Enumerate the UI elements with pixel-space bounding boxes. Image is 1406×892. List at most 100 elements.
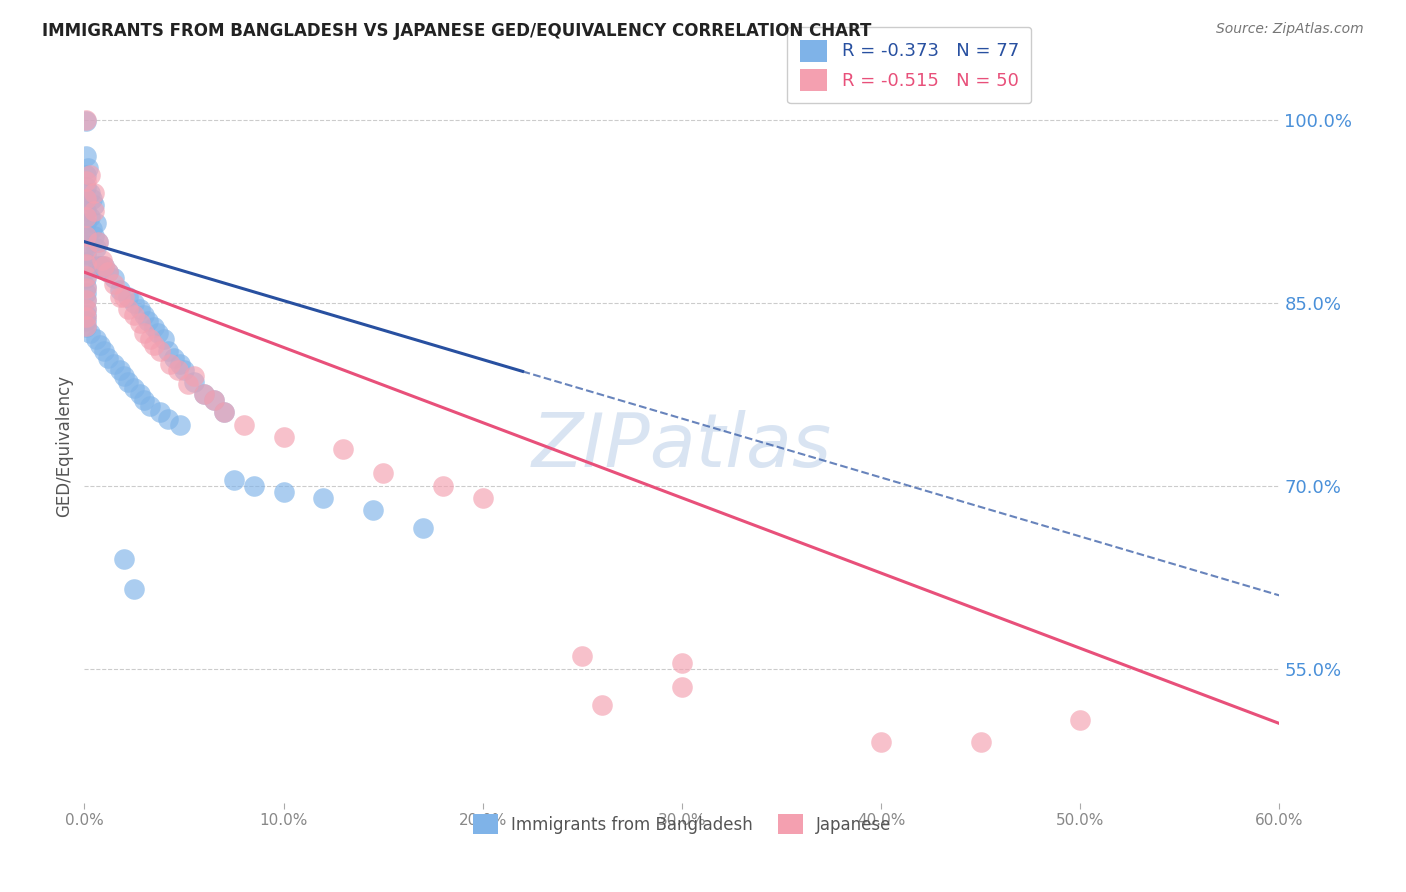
- Point: [412, 521, 434, 535]
- Point: [75, 216, 97, 230]
- Point: [79, 168, 101, 182]
- Point: [157, 344, 180, 359]
- Point: [157, 411, 180, 425]
- Point: [86, 332, 108, 346]
- Point: [153, 332, 176, 346]
- Point: [139, 332, 162, 346]
- Point: [87, 259, 110, 273]
- Point: [75, 262, 97, 277]
- Point: [82, 222, 104, 236]
- Point: [75, 174, 97, 188]
- Y-axis label: GED/Equivalency: GED/Equivalency: [55, 375, 73, 517]
- Point: [97, 265, 120, 279]
- Point: [75, 244, 97, 258]
- Point: [146, 326, 169, 341]
- Point: [110, 363, 132, 377]
- Point: [103, 357, 125, 371]
- Point: [312, 491, 335, 505]
- Point: [75, 192, 97, 206]
- Point: [75, 301, 97, 316]
- Point: [222, 473, 245, 487]
- Point: [193, 387, 215, 401]
- Point: [97, 265, 120, 279]
- Point: [167, 363, 190, 377]
- Point: [75, 310, 97, 325]
- Point: [75, 179, 97, 194]
- Point: [169, 417, 191, 432]
- Point: [79, 326, 101, 341]
- Point: [82, 192, 104, 206]
- Point: [117, 375, 139, 389]
- Point: [75, 255, 97, 269]
- Point: [75, 293, 97, 308]
- Point: [89, 338, 111, 352]
- Point: [75, 271, 97, 285]
- Point: [332, 442, 354, 456]
- Point: [86, 216, 108, 230]
- Point: [212, 405, 235, 419]
- Point: [83, 186, 105, 200]
- Point: [75, 228, 97, 243]
- Point: [129, 317, 152, 331]
- Point: [79, 211, 101, 225]
- Point: [77, 161, 100, 176]
- Point: [202, 393, 225, 408]
- Point: [103, 277, 125, 292]
- Point: [75, 228, 97, 243]
- Point: [143, 320, 166, 334]
- Point: [169, 357, 191, 371]
- Point: [83, 204, 105, 219]
- Point: [75, 204, 97, 219]
- Point: [361, 503, 384, 517]
- Point: [163, 351, 186, 365]
- Text: ZIPatlas: ZIPatlas: [531, 410, 832, 482]
- Point: [273, 430, 295, 444]
- Legend: Immigrants from Bangladesh, Japanese: Immigrants from Bangladesh, Japanese: [465, 807, 898, 841]
- Point: [75, 238, 97, 252]
- Point: [93, 259, 115, 273]
- Point: [122, 308, 145, 322]
- Point: [122, 582, 145, 597]
- Point: [112, 551, 135, 566]
- Point: [571, 649, 593, 664]
- Point: [75, 192, 97, 206]
- Point: [75, 301, 97, 316]
- Point: [193, 387, 215, 401]
- Point: [183, 368, 205, 383]
- Point: [143, 338, 166, 352]
- Point: [122, 381, 145, 395]
- Point: [75, 268, 97, 283]
- Point: [202, 393, 225, 408]
- Text: IMMIGRANTS FROM BANGLADESH VS JAPANESE GED/EQUIVALENCY CORRELATION CHART: IMMIGRANTS FROM BANGLADESH VS JAPANESE G…: [42, 22, 872, 40]
- Point: [970, 735, 993, 749]
- Point: [75, 320, 97, 334]
- Point: [110, 289, 132, 303]
- Point: [75, 293, 97, 308]
- Point: [132, 326, 156, 341]
- Point: [75, 257, 97, 271]
- Point: [173, 363, 195, 377]
- Point: [1069, 713, 1091, 727]
- Point: [432, 478, 454, 492]
- Point: [132, 308, 156, 322]
- Point: [83, 228, 105, 243]
- Point: [471, 491, 494, 505]
- Point: [86, 241, 108, 255]
- Point: [139, 400, 162, 414]
- Point: [75, 168, 97, 182]
- Point: [132, 393, 156, 408]
- Text: Source: ZipAtlas.com: Source: ZipAtlas.com: [1216, 22, 1364, 37]
- Point: [671, 656, 693, 670]
- Point: [75, 281, 97, 295]
- Point: [87, 235, 110, 249]
- Point: [591, 698, 613, 713]
- Point: [149, 405, 172, 419]
- Point: [129, 301, 152, 316]
- Point: [91, 252, 114, 267]
- Point: [117, 301, 139, 316]
- Point: [75, 112, 97, 127]
- Point: [112, 368, 135, 383]
- Point: [75, 285, 97, 300]
- Point: [129, 387, 152, 401]
- Point: [93, 344, 115, 359]
